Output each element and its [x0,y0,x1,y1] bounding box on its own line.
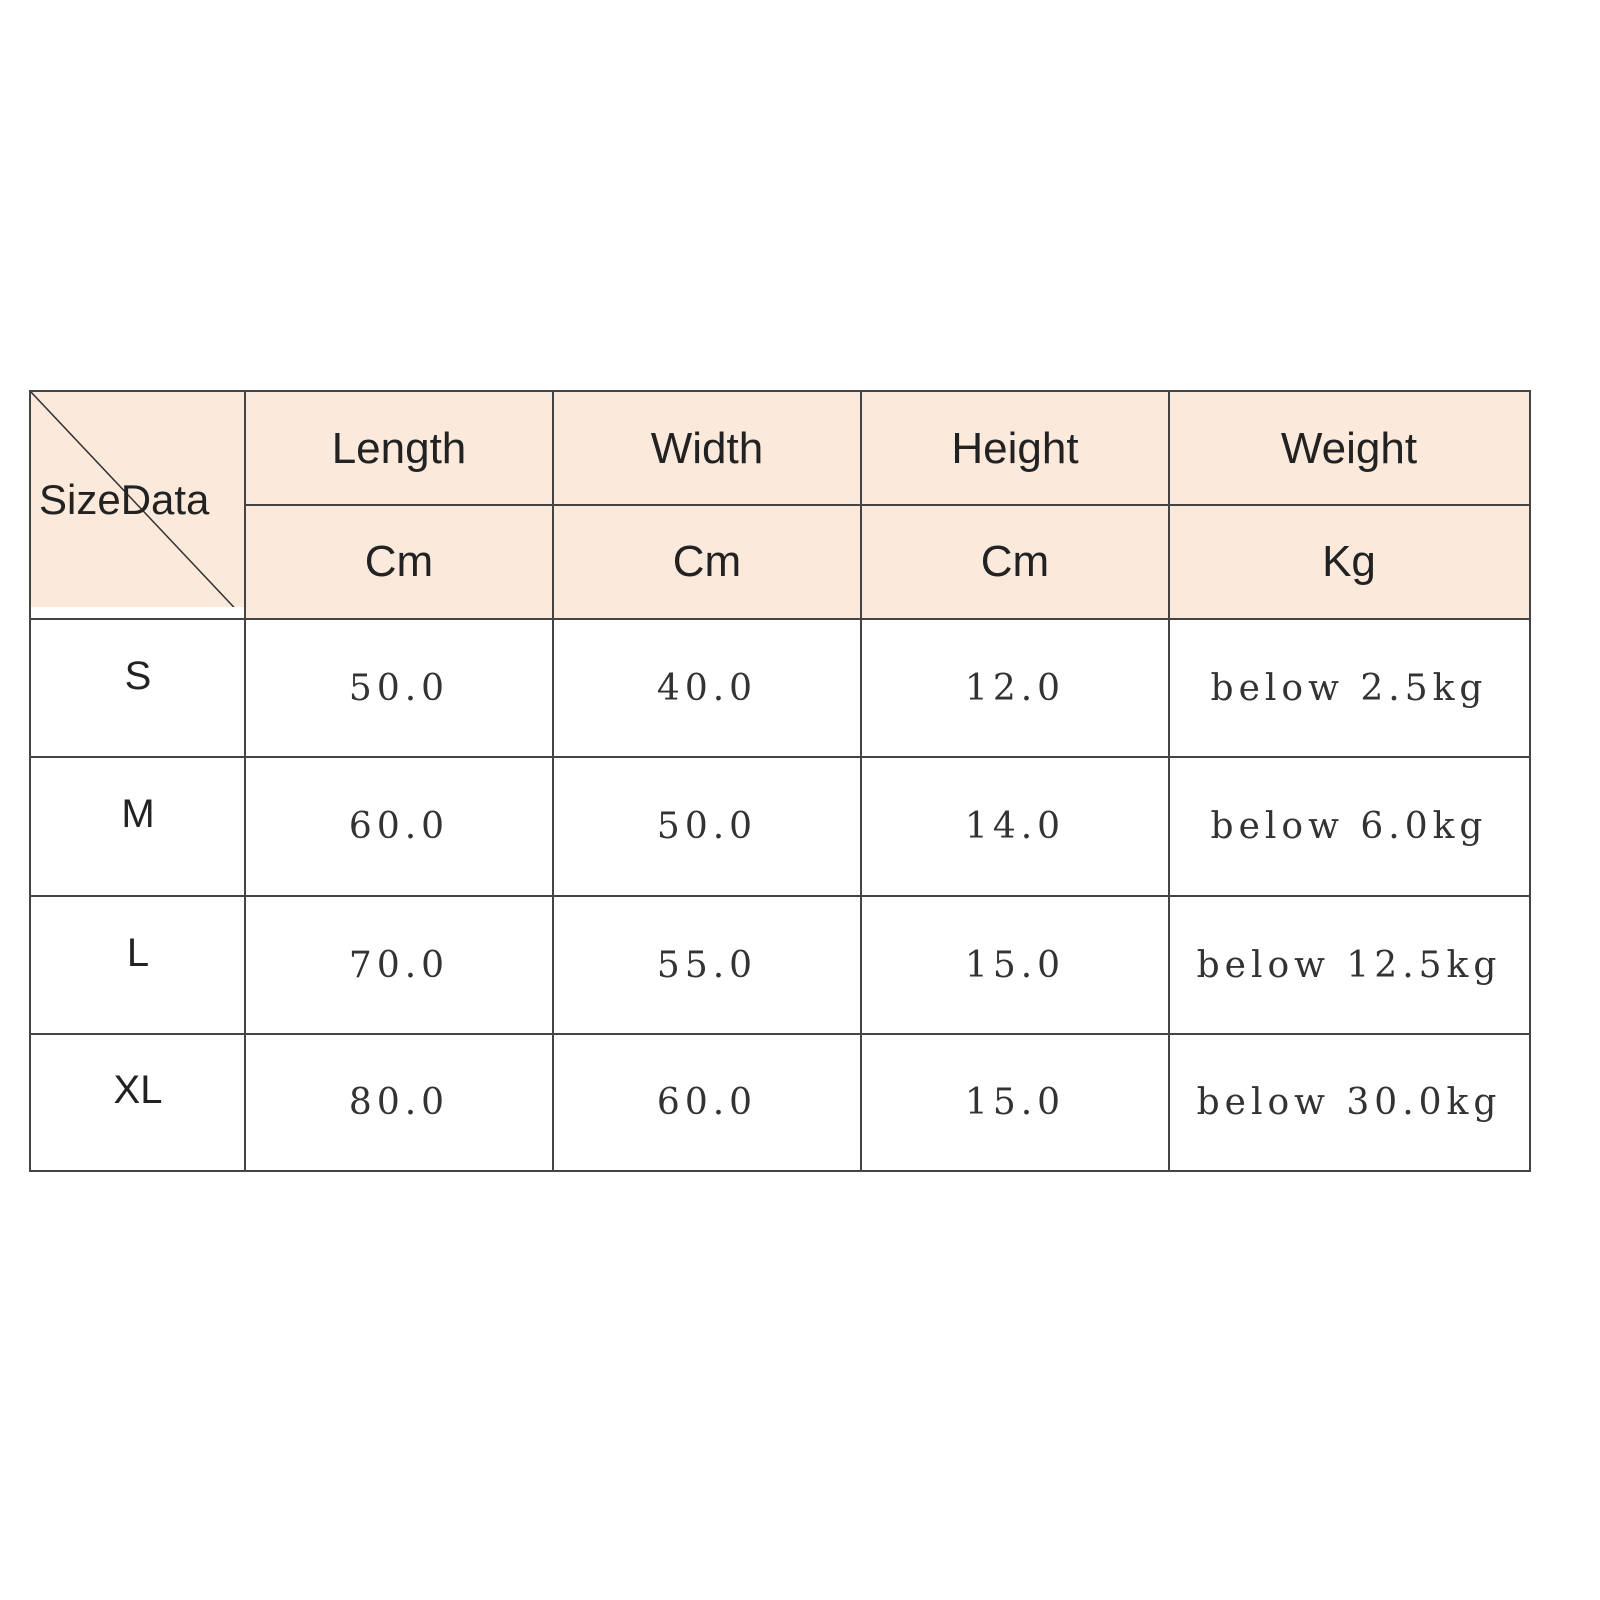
cell-length: 50.0 [245,619,553,757]
size-label: XL [31,1022,245,1158]
row-divider [245,504,1529,506]
cell-weight: below 2.5kg [1169,619,1529,757]
row-divider [31,895,1529,897]
row-divider [31,1033,1529,1035]
column-unit-width: Cm [553,505,861,619]
corner-label: SizeData [39,475,210,523]
diagonal-divider [31,392,245,619]
cell-height: 15.0 [861,1034,1169,1170]
size-label: M [31,745,245,884]
cell-weight: below 6.0kg [1169,757,1529,896]
size-label: S [31,607,245,745]
cell-length: 60.0 [245,757,553,896]
column-divider [552,392,554,1170]
cell-length: 70.0 [245,896,553,1034]
column-divider [1168,392,1170,1170]
cell-height: 15.0 [861,896,1169,1034]
column-divider [860,392,862,1170]
cell-width: 40.0 [553,619,861,757]
corner-header-cell: SizeData [31,392,245,619]
size-chart-table: SizeData Length Cm Width Cm Height Cm Weight Kg… [29,390,1531,1172]
size-label: L [31,884,245,1022]
column-header-width: Width [553,392,861,505]
column-unit-weight: Kg [1169,505,1529,619]
row-divider [31,618,1529,620]
cell-weight: below 12.5kg [1169,896,1529,1034]
column-unit-length: Cm [245,505,553,619]
column-divider [244,392,246,1170]
cell-height: 12.0 [861,619,1169,757]
column-header-weight: Weight [1169,392,1529,505]
column-header-height: Height [861,392,1169,505]
column-header-length: Length [245,392,553,505]
cell-width: 55.0 [553,896,861,1034]
row-divider [31,756,1529,758]
cell-height: 14.0 [861,757,1169,896]
cell-length: 80.0 [245,1034,553,1170]
column-unit-height: Cm [861,505,1169,619]
cell-width: 50.0 [553,757,861,896]
cell-width: 60.0 [553,1034,861,1170]
cell-weight: below 30.0kg [1169,1034,1529,1170]
